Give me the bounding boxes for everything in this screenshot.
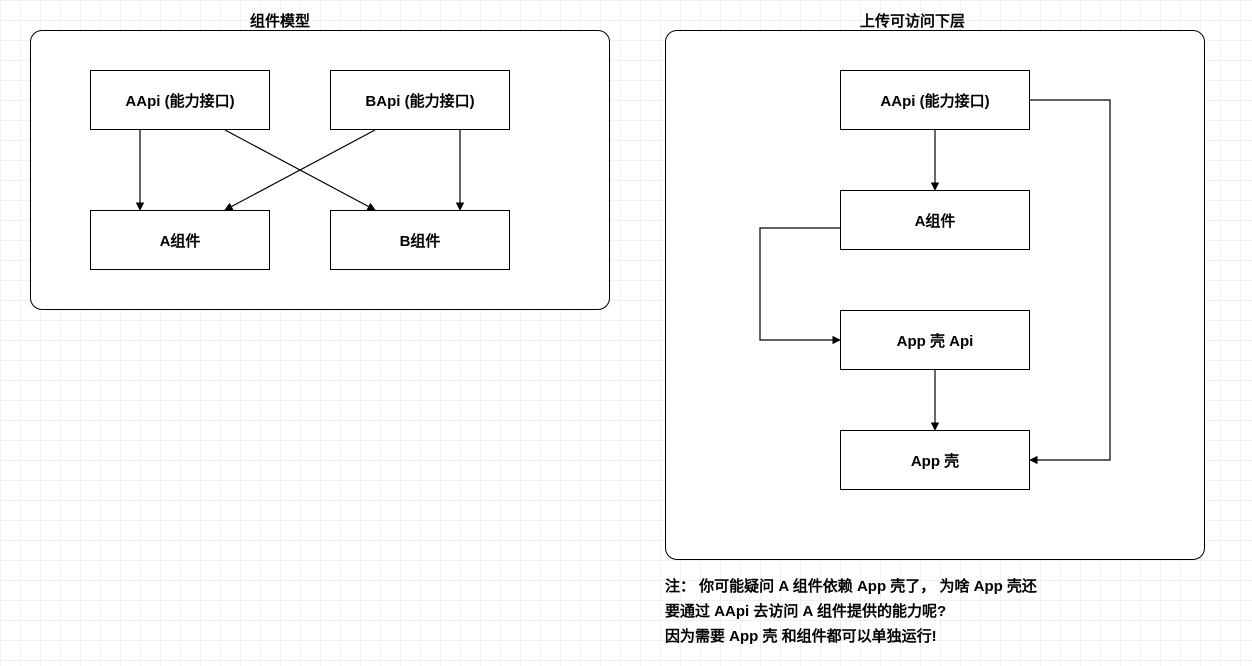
left-panel-title: 组件模型 bbox=[250, 10, 310, 31]
right-panel-title: 上传可访问下层 bbox=[860, 10, 965, 31]
node-label: A组件 bbox=[915, 210, 956, 231]
node-label: B组件 bbox=[400, 230, 441, 251]
footnote-line: 要通过 AApi 去访问 A 组件提供的能力呢? bbox=[665, 600, 1037, 625]
node-aapi-left: AApi (能力接口) bbox=[90, 70, 270, 130]
node-label: App 壳 Api bbox=[897, 330, 974, 351]
footnote-line: 注： 你可能疑问 A 组件依赖 App 壳了， 为啥 App 壳还 bbox=[665, 575, 1037, 600]
node-acomp-left: A组件 bbox=[90, 210, 270, 270]
node-label: A组件 bbox=[160, 230, 201, 251]
footnote: 注： 你可能疑问 A 组件依赖 App 壳了， 为啥 App 壳还 要通过 AA… bbox=[665, 575, 1037, 649]
node-appshell-right: App 壳 bbox=[840, 430, 1030, 490]
node-label: AApi (能力接口) bbox=[125, 90, 234, 111]
footnote-line: 因为需要 App 壳 和组件都可以单独运行! bbox=[665, 625, 1037, 650]
node-bcomp-left: B组件 bbox=[330, 210, 510, 270]
node-label: BApi (能力接口) bbox=[365, 90, 474, 111]
node-label: App 壳 bbox=[911, 450, 959, 471]
node-appapi-right: App 壳 Api bbox=[840, 310, 1030, 370]
node-aapi-right: AApi (能力接口) bbox=[840, 70, 1030, 130]
node-bapi-left: BApi (能力接口) bbox=[330, 70, 510, 130]
node-acomp-right: A组件 bbox=[840, 190, 1030, 250]
node-label: AApi (能力接口) bbox=[880, 90, 989, 111]
